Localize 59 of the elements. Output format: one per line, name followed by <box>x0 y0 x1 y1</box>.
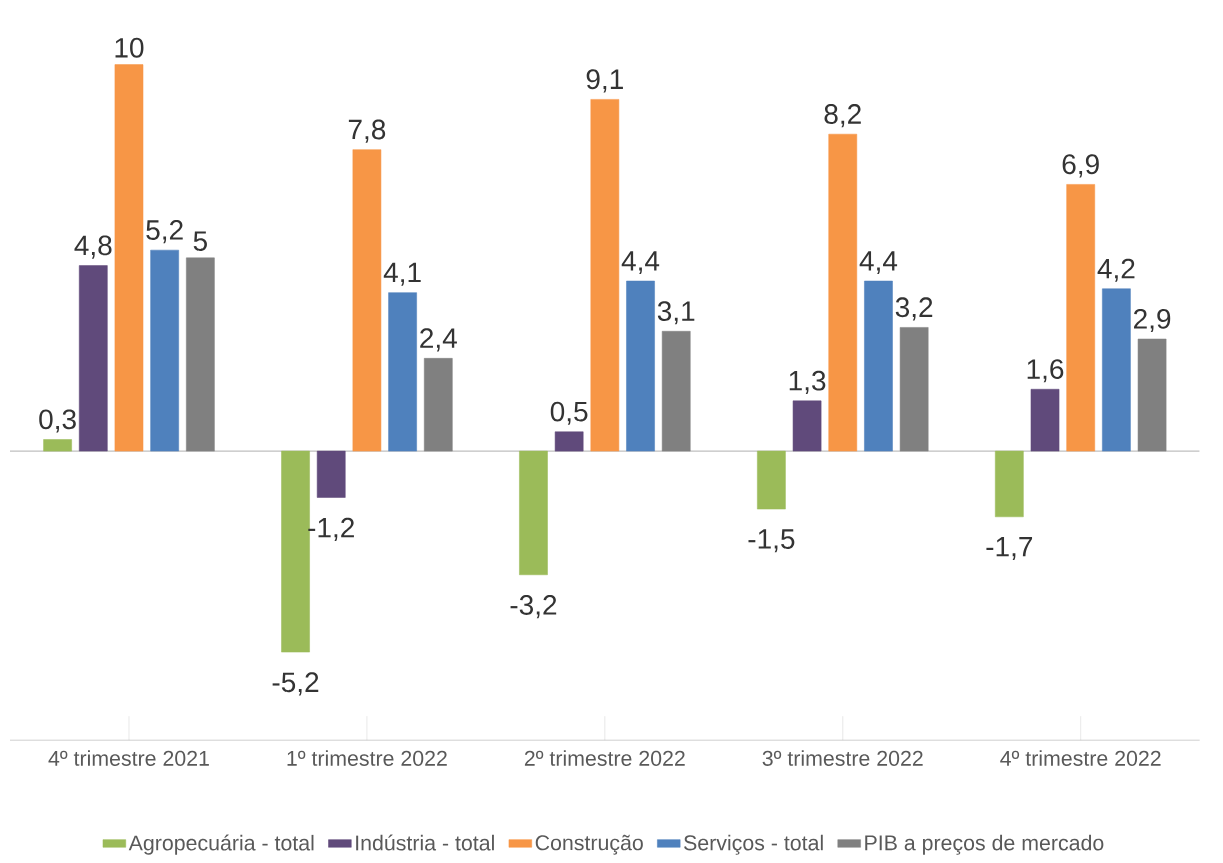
bar <box>899 327 929 452</box>
bar <box>114 64 144 452</box>
data-label: -3,2 <box>510 595 557 619</box>
bar <box>1137 338 1167 452</box>
bar <box>661 331 691 452</box>
bar <box>281 450 310 653</box>
bar <box>186 257 215 452</box>
bar <box>352 149 382 452</box>
data-label: 4,4 <box>621 251 660 275</box>
data-label: 8,2 <box>824 104 861 128</box>
bar <box>864 280 893 452</box>
x-tick-label: 3º trimestre 2022 <box>762 750 923 766</box>
data-label: 2,9 <box>1134 308 1171 333</box>
bar <box>1030 389 1060 452</box>
legend-label: Agropecuária - total <box>128 834 314 855</box>
data-label: -5,2 <box>272 672 319 696</box>
data-label: 0,5 <box>550 401 588 425</box>
bar <box>150 249 179 452</box>
bar <box>43 439 72 452</box>
bar <box>828 133 858 452</box>
data-label: 3,2 <box>895 297 933 321</box>
bar <box>316 450 346 498</box>
data-label: 1,6 <box>1027 359 1064 383</box>
data-label: 5 <box>193 231 207 251</box>
bar <box>78 265 108 452</box>
bar <box>792 400 822 452</box>
data-label: 4,8 <box>74 235 112 259</box>
data-label: 0,3 <box>39 409 76 433</box>
x-tick-label: 4º trimestre 2022 <box>1000 750 1161 766</box>
bar <box>1066 184 1096 452</box>
x-tick-label: 2º trimestre 2022 <box>524 750 685 766</box>
data-label: -1,7 <box>986 537 1033 560</box>
bar <box>388 292 417 452</box>
data-label: 2,4 <box>420 328 457 352</box>
bar <box>554 431 584 452</box>
bar <box>1102 288 1131 452</box>
legend-label: Construção <box>535 834 643 855</box>
data-label: 1,3 <box>789 370 826 394</box>
data-label: 7,8 <box>348 119 386 143</box>
bar <box>995 450 1024 518</box>
data-label: 6,9 <box>1062 154 1099 178</box>
bar <box>519 450 548 576</box>
bar <box>626 280 655 452</box>
legend-label: PIB a preços de mercado <box>865 834 1104 855</box>
bar <box>423 358 453 452</box>
data-label: 4,2 <box>1097 258 1135 282</box>
legend-label: Serviços - total <box>684 834 823 855</box>
data-label: 5,2 <box>146 220 183 244</box>
bar <box>757 450 786 510</box>
x-tick-label: 1º trimestre 2022 <box>287 750 447 766</box>
legend-label: Indústria - total <box>356 834 494 851</box>
bar <box>590 99 620 452</box>
data-label: 10 <box>115 37 144 58</box>
data-label: -1,5 <box>748 529 795 553</box>
data-label: 4,1 <box>383 262 421 286</box>
data-label: 3,1 <box>657 301 695 325</box>
x-tick-label: 4º trimestre 2021 <box>48 750 209 766</box>
data-label: 4,4 <box>859 251 898 275</box>
data-label: 9,1 <box>586 69 623 93</box>
